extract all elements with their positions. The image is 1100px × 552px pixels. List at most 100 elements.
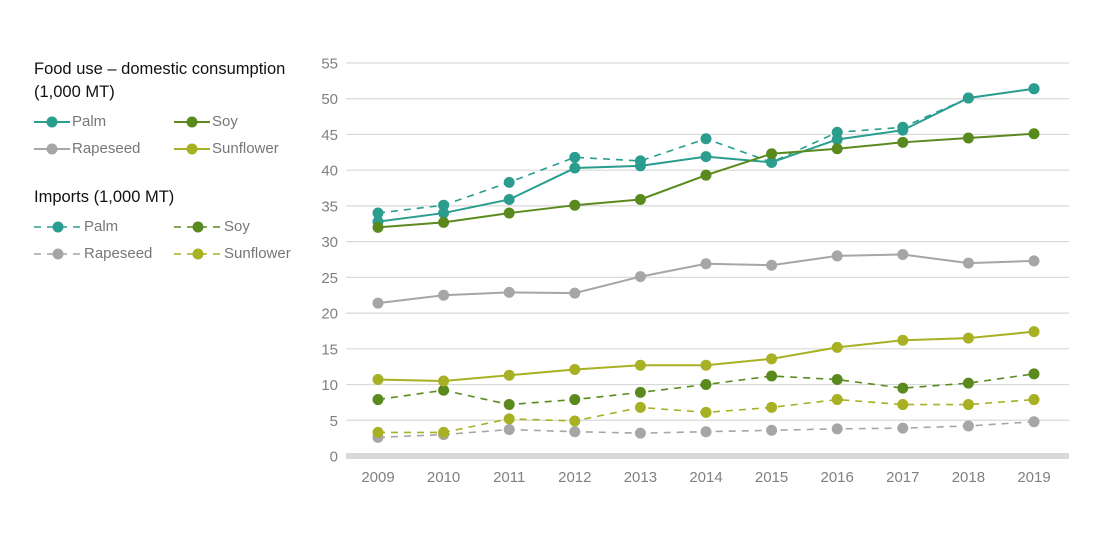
- point-food-rapeseed-2017: [897, 248, 909, 260]
- point-imports-soy-2018: [962, 377, 974, 389]
- y-tick-label-25: 25: [321, 270, 338, 287]
- point-imports-palm-2014: [700, 133, 712, 145]
- point-food-soy-2009: [372, 221, 384, 233]
- point-imports-sunflower-2014: [700, 406, 712, 418]
- point-food-palm-2014: [700, 151, 712, 163]
- x-tick-label-2009: 2009: [361, 469, 394, 486]
- x-tick-label-2013: 2013: [624, 469, 657, 486]
- point-food-palm-2018: [962, 92, 974, 104]
- point-imports-sunflower-2012: [569, 415, 581, 427]
- legend-group-imports: Imports (1,000 MT) Palm Soy: [34, 186, 324, 265]
- point-food-sunflower-2015: [766, 353, 778, 365]
- y-tick-label-0: 0: [330, 449, 338, 466]
- point-imports-soy-2019: [1028, 368, 1040, 380]
- legend-label-sunflower: Sunflower: [212, 140, 279, 157]
- point-food-rapeseed-2015: [766, 259, 778, 271]
- legend-label-rapeseed: Rapeseed: [84, 245, 153, 262]
- point-imports-soy-2014: [700, 379, 712, 391]
- point-imports-rapeseed-2014: [700, 426, 712, 438]
- point-imports-rapeseed-2015: [766, 424, 778, 436]
- legend-item-palm-food: Palm: [34, 110, 174, 133]
- y-tick-label-50: 50: [321, 91, 338, 108]
- series-line-food-sunflower: [377, 330, 1035, 382]
- point-food-rapeseed-2011: [503, 286, 515, 298]
- point-imports-sunflower-2017: [897, 399, 909, 411]
- x-tick-label-2012: 2012: [558, 469, 591, 486]
- point-imports-rapeseed-2017: [897, 422, 909, 434]
- point-imports-soy-2016: [831, 374, 843, 386]
- x-tick-label-2011: 2011: [493, 469, 525, 486]
- x-tick-label-2016: 2016: [821, 469, 854, 486]
- legend-title-imports: Imports (1,000 MT): [34, 188, 175, 206]
- point-food-palm-2013: [634, 160, 646, 172]
- point-food-palm-2019: [1028, 83, 1040, 95]
- point-food-sunflower-2017: [897, 334, 909, 346]
- point-food-sunflower-2010: [438, 375, 450, 387]
- point-food-rapeseed-2013: [634, 271, 646, 283]
- series-line-imports-palm: [377, 87, 1035, 214]
- point-imports-soy-2012: [569, 394, 581, 406]
- point-imports-palm-2012: [569, 151, 581, 163]
- point-food-sunflower-2018: [962, 332, 974, 344]
- legend-item-soy-food: Soy: [174, 110, 314, 133]
- point-imports-palm-2011: [503, 176, 515, 188]
- point-imports-sunflower-2018: [962, 399, 974, 411]
- point-food-palm-2011: [503, 193, 515, 205]
- point-imports-rapeseed-2016: [831, 423, 843, 435]
- legend-swatch-sunflower-dashed-icon: [174, 248, 222, 259]
- point-food-sunflower-2019: [1028, 326, 1040, 338]
- point-imports-soy-2015: [766, 370, 778, 382]
- point-food-soy-2014: [700, 169, 712, 181]
- point-food-rapeseed-2010: [438, 289, 450, 301]
- legend-group-food-use: Food use – domestic consumption (1,000 M…: [34, 58, 324, 160]
- point-food-palm-2016: [831, 133, 843, 145]
- legend-label-palm: Palm: [84, 218, 119, 235]
- point-imports-rapeseed-2012: [569, 426, 581, 438]
- chart-legend: Food use – domestic consumption (1,000 M…: [34, 58, 324, 265]
- point-food-rapeseed-2012: [569, 287, 581, 299]
- point-imports-soy-2009: [372, 394, 384, 406]
- y-tick-label-40: 40: [321, 163, 338, 180]
- point-food-palm-2017: [897, 124, 909, 136]
- y-tick-label-30: 30: [321, 234, 338, 251]
- legend-label-rapeseed: Rapeseed: [72, 140, 141, 157]
- point-imports-soy-2013: [634, 386, 646, 398]
- legend-label-sunflower: Sunflower: [224, 245, 291, 262]
- point-food-soy-2012: [569, 199, 581, 211]
- point-imports-palm-2009: [372, 207, 384, 219]
- point-food-palm-2012: [569, 162, 581, 174]
- series-points: [372, 83, 1040, 443]
- point-imports-sunflower-2016: [831, 394, 843, 406]
- point-imports-sunflower-2019: [1028, 394, 1040, 406]
- point-imports-palm-2010: [438, 199, 450, 211]
- point-food-palm-2010: [438, 207, 450, 219]
- point-imports-soy-2010: [438, 384, 450, 396]
- y-axis-tick-labels: 0 5 10 15 20 25 30 35 40 45 50 55: [321, 56, 338, 466]
- legend-item-sunflower-food: Sunflower: [174, 137, 314, 160]
- point-food-rapeseed-2009: [372, 297, 384, 309]
- point-imports-rapeseed-2019: [1028, 416, 1040, 428]
- point-imports-soy-2011: [503, 399, 515, 411]
- point-food-sunflower-2011: [503, 369, 515, 381]
- x-tick-label-2019: 2019: [1017, 469, 1050, 486]
- point-food-palm-2015: [766, 156, 778, 168]
- point-imports-sunflower-2009: [372, 426, 384, 438]
- y-tick-label-20: 20: [321, 306, 338, 323]
- y-tick-label-10: 10: [321, 377, 338, 394]
- legend-swatch-rapeseed-dashed-icon: [34, 248, 82, 259]
- legend-swatch-soy-dashed-icon: [174, 221, 222, 232]
- point-food-soy-2017: [897, 136, 909, 148]
- legend-swatch-soy-solid-icon: [174, 116, 210, 127]
- point-food-soy-2013: [634, 193, 646, 205]
- y-tick-label-55: 55: [321, 56, 338, 73]
- point-food-sunflower-2012: [569, 364, 581, 376]
- point-food-rapeseed-2019: [1028, 255, 1040, 267]
- x-tick-label-2015: 2015: [755, 469, 788, 486]
- x-tick-label-2017: 2017: [886, 469, 919, 486]
- point-imports-rapeseed-2011: [503, 424, 515, 436]
- point-food-soy-2019: [1028, 128, 1040, 140]
- legend-label-soy: Soy: [212, 113, 238, 130]
- point-food-rapeseed-2018: [962, 257, 974, 269]
- gridlines: [346, 62, 1069, 459]
